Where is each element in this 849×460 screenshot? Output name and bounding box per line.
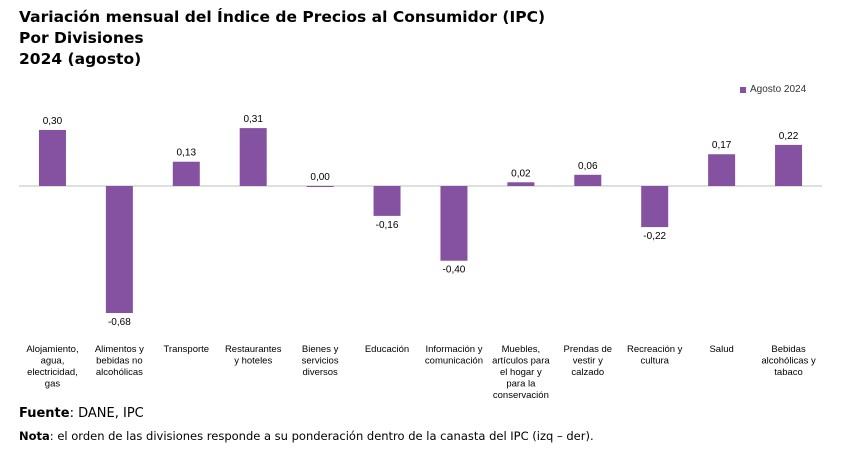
data-label: 0,06 <box>578 161 598 172</box>
category-label-line: gas <box>45 379 61 390</box>
bar <box>440 186 468 261</box>
bar <box>373 186 401 216</box>
category-label: Prendas de vestir y calzado <box>563 344 612 378</box>
legend-label: Agosto 2024 <box>750 84 807 95</box>
category-label-line: bebidas no <box>96 356 142 367</box>
bar <box>507 182 535 186</box>
footer-source: Fuente: DANE, IPC <box>19 406 144 421</box>
bar <box>708 154 736 186</box>
bar <box>306 186 334 187</box>
data-label: 0,22 <box>779 131 799 142</box>
footer-note: Nota: el orden de las divisiones respond… <box>19 429 594 443</box>
category-label-line: y hoteles <box>234 356 272 367</box>
category-label: Bienes y servicios diversos <box>302 344 339 378</box>
title-line-1: Variación mensual del Índice de Precios … <box>19 8 546 26</box>
source-label: Fuente <box>19 406 70 421</box>
bar <box>574 174 602 186</box>
category-label: Alimentos y bebidas no alcohólicas <box>95 344 144 378</box>
category-label-line: cultura <box>640 356 669 367</box>
category-label-line: calzado <box>571 367 604 378</box>
data-label: -0,40 <box>443 265 466 276</box>
bar <box>775 144 803 186</box>
category-label-line: artículos para <box>492 356 550 367</box>
data-label: -0,16 <box>376 220 399 231</box>
chart-legend: Agosto 2024 <box>740 84 806 95</box>
bar <box>239 128 267 186</box>
category-label: Recreación y cultura <box>627 344 683 367</box>
data-label: -0,68 <box>108 317 131 328</box>
category-label-line: servicios <box>302 356 339 367</box>
chart-title: Variación mensual del Índice de Precios … <box>19 7 545 70</box>
data-label: 0,17 <box>712 140 732 151</box>
data-label: 0,02 <box>511 168 531 179</box>
category-label-line: Información y <box>425 344 482 355</box>
category-label-line: Educación <box>365 344 409 355</box>
category-label-line: vestir y <box>573 356 603 367</box>
legend-swatch <box>740 86 746 93</box>
data-label: 0,13 <box>177 148 197 159</box>
category-label-line: Alimentos y <box>95 344 144 355</box>
category-label-line: Restaurantes <box>225 344 282 355</box>
category-label-line: alcohólicas <box>96 367 143 378</box>
category-label-line: Muebles, <box>502 344 541 355</box>
category-label-line: el hogar y <box>500 367 542 378</box>
category-label: Restaurantes y hoteles <box>225 344 282 367</box>
title-line-3: 2024 (agosto) <box>19 50 142 68</box>
category-label-line: diversos <box>302 367 338 378</box>
data-label: -0,22 <box>643 231 666 242</box>
bar <box>105 186 133 314</box>
category-label-line: Prendas de <box>563 344 612 355</box>
category-label-line: Recreación y <box>627 344 683 355</box>
data-label: 0,30 <box>43 116 63 127</box>
category-label: Alojamiento, agua, electricidad, gas <box>26 344 78 390</box>
note-text: : el orden de las divisiones responde a … <box>49 429 594 443</box>
category-label: Información y comunicación <box>425 344 483 367</box>
note-label: Nota <box>19 429 50 443</box>
category-label-line: conservación <box>493 390 549 401</box>
category-label-line: Bienes y <box>302 344 339 355</box>
category-label: Bebidas alcohólicas y tabaco <box>761 344 816 378</box>
source-text: : DANE, IPC <box>69 406 144 421</box>
category-label-line: para la <box>506 379 536 390</box>
bar <box>641 186 669 228</box>
category-label-line: comunicación <box>425 356 483 367</box>
category-label: Salud <box>709 344 733 355</box>
title-line-2: Por Divisiones <box>19 29 144 47</box>
category-label-line: alcohólicas y <box>761 356 816 367</box>
category-label-line: Transporte <box>163 344 209 355</box>
category-label-line: Salud <box>709 344 733 355</box>
category-label-line: Bebidas <box>771 344 806 355</box>
category-label-line: tabaco <box>774 367 803 378</box>
category-label: Transporte <box>163 344 209 355</box>
category-label-line: electricidad, <box>27 367 78 378</box>
category-label-line: Alojamiento, <box>26 344 78 355</box>
data-label: 0,31 <box>243 114 263 125</box>
bar <box>38 129 66 186</box>
category-label: Educación <box>365 344 409 355</box>
bar <box>172 161 200 186</box>
category-label: Muebles, artículos para el hogar y para la c… <box>492 344 550 401</box>
data-label: 0,00 <box>310 172 330 183</box>
category-label-line: agua, <box>41 356 65 367</box>
